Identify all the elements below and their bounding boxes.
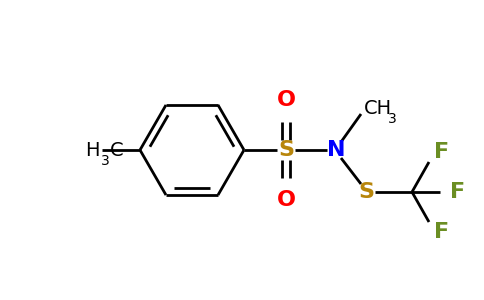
Text: 3: 3 bbox=[101, 154, 110, 168]
Text: F: F bbox=[434, 222, 449, 242]
Text: O: O bbox=[276, 190, 296, 210]
Text: CH: CH bbox=[364, 98, 392, 118]
Text: S: S bbox=[358, 182, 374, 202]
Text: 3: 3 bbox=[388, 112, 397, 126]
Text: F: F bbox=[434, 142, 449, 162]
Text: O: O bbox=[276, 90, 296, 110]
Text: S: S bbox=[278, 140, 294, 160]
Text: F: F bbox=[450, 182, 465, 202]
Text: N: N bbox=[327, 140, 345, 160]
Text: C: C bbox=[110, 140, 123, 160]
Text: H: H bbox=[86, 140, 100, 160]
